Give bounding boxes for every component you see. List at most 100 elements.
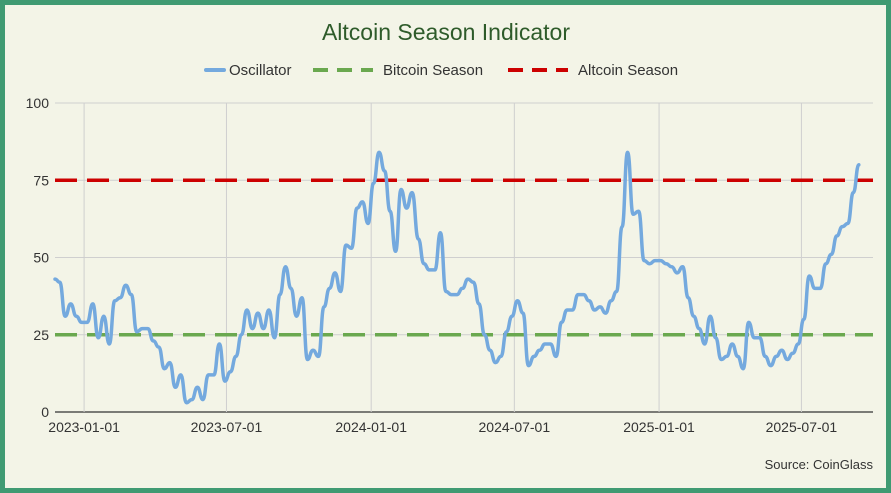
oscillator-point	[410, 191, 414, 194]
oscillator-point	[692, 315, 695, 318]
oscillator-point	[516, 299, 519, 302]
oscillator-point	[405, 206, 408, 210]
legend-item-altcoin-season[interactable]: Altcoin Season	[508, 62, 678, 79]
oscillator-point	[328, 287, 331, 290]
oscillator-point	[538, 349, 541, 352]
oscillator-point	[609, 299, 613, 302]
oscillator-point	[273, 336, 276, 339]
oscillator-point	[499, 355, 503, 358]
oscillator-point	[245, 308, 249, 312]
oscillator-point	[361, 200, 364, 204]
oscillator-point	[190, 398, 194, 401]
oscillator-point	[769, 364, 772, 367]
oscillator-point	[262, 327, 265, 330]
oscillator-point	[709, 315, 712, 318]
oscillator-point	[201, 398, 205, 401]
oscillator-point	[91, 302, 95, 306]
oscillator-point	[333, 271, 337, 275]
oscillator-point	[311, 349, 315, 352]
oscillator-point	[450, 293, 453, 296]
chart-frame: Altcoin Season Indicator Oscillator Bitc…	[5, 5, 886, 488]
oscillator-point	[86, 321, 89, 324]
oscillator-point	[725, 355, 728, 358]
oscillator-point	[135, 330, 138, 333]
oscillator-point	[218, 342, 221, 346]
oscillator-point	[466, 277, 470, 281]
legend-item-oscillator[interactable]: Oscillator	[204, 62, 292, 79]
oscillator-point	[670, 265, 673, 268]
oscillator-point	[108, 342, 111, 346]
oscillator-point	[736, 355, 739, 358]
x-tick-label: 2025-01-01	[623, 419, 695, 435]
oscillator-point	[780, 349, 783, 352]
oscillator-point	[124, 284, 128, 287]
oscillator-point	[383, 169, 386, 173]
oscillator-point	[477, 302, 481, 306]
oscillator-point	[64, 315, 67, 318]
oscillator-point	[714, 336, 717, 339]
oscillator-point	[317, 355, 320, 358]
oscillator-point	[687, 296, 690, 299]
oscillator-point	[626, 151, 629, 154]
oscillator-point	[835, 234, 838, 238]
oscillator-point	[229, 370, 232, 373]
oscillator-point	[399, 188, 403, 191]
oscillator-point	[130, 293, 133, 296]
y-tick-label: 50	[33, 250, 49, 266]
oscillator-point	[185, 401, 188, 404]
legend-item-bitcoin-season[interactable]: Bitcoin Season	[313, 62, 483, 79]
oscillator-point	[344, 243, 348, 247]
oscillator-point	[549, 342, 552, 346]
oscillator-point	[366, 222, 370, 225]
oscillator-point	[631, 213, 635, 216]
oscillator-point	[163, 367, 166, 370]
oscillator-point	[75, 315, 78, 318]
oscillator-point	[417, 237, 420, 241]
oscillator-point	[455, 293, 459, 296]
oscillator-point	[587, 299, 591, 302]
oscillator-point	[720, 358, 723, 361]
oscillator-point	[841, 225, 844, 228]
oscillator-point	[69, 302, 72, 306]
oscillator-point	[212, 373, 216, 377]
oscillator-point	[284, 265, 287, 268]
oscillator-point	[488, 349, 492, 352]
oscillator-point	[764, 355, 767, 358]
oscillator-point	[565, 308, 569, 312]
oscillator-point	[461, 287, 464, 290]
oscillator-point	[53, 277, 57, 281]
oscillator-point	[758, 336, 761, 339]
y-tick-label: 25	[33, 327, 49, 343]
oscillator-point	[428, 268, 431, 272]
oscillator-point	[394, 250, 397, 253]
oscillator-point	[141, 327, 144, 330]
oscillator-point	[267, 308, 271, 312]
oscillator-point	[846, 222, 849, 225]
oscillator-point	[543, 342, 547, 346]
oscillator-point	[146, 327, 149, 330]
oscillator-point	[179, 373, 182, 377]
oscillator-point	[731, 342, 734, 346]
oscillator-point	[174, 386, 177, 389]
oscillator-point	[808, 274, 811, 278]
oscillator-point	[102, 315, 106, 318]
oscillator-series	[53, 150, 861, 405]
oscillator-point	[676, 271, 679, 275]
y-tick-label: 0	[41, 404, 49, 420]
oscillator-point	[196, 386, 199, 389]
oscillator-point	[802, 318, 805, 321]
oscillator-point	[355, 206, 359, 210]
oscillator-point	[119, 296, 122, 299]
oscillator-point	[582, 293, 585, 296]
oscillator-point	[786, 358, 789, 361]
oscillator-point	[322, 305, 326, 309]
oscillator-point	[494, 361, 497, 364]
oscillator-point	[306, 358, 309, 361]
oscillator-point	[251, 327, 254, 330]
oscillator-point	[698, 327, 701, 330]
oscillator-point	[648, 262, 651, 265]
oscillator-point	[642, 259, 646, 262]
oscillator-point	[372, 182, 375, 185]
grid	[55, 102, 873, 413]
oscillator-line	[53, 150, 861, 405]
